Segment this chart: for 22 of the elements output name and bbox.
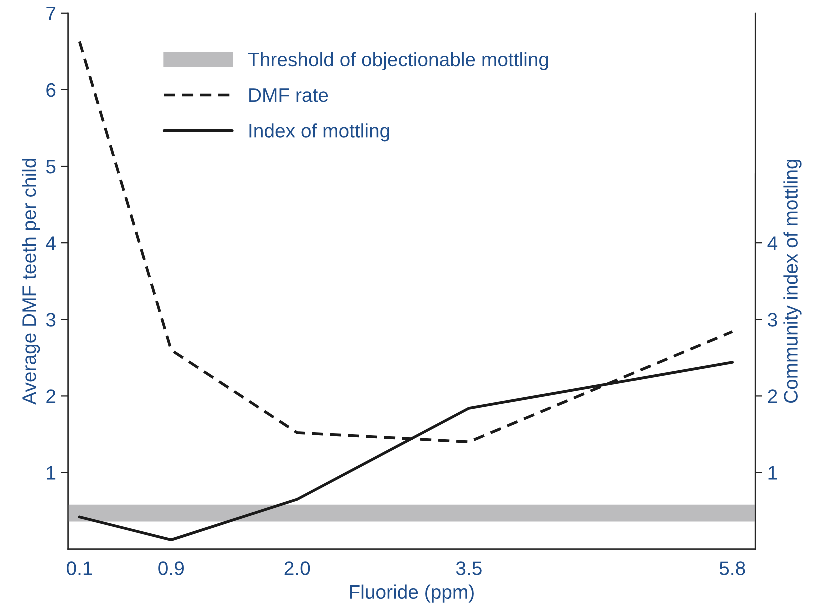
x-tick-label: 5.8 (720, 562, 746, 576)
y-tick-label: 6 (46, 83, 56, 98)
y-axis-title: Average DMF teeth per child (22, 159, 40, 405)
y2-tick-label: 1 (768, 466, 778, 480)
legend-label: DMF rate (250, 88, 328, 102)
x-tick-label: 0.1 (67, 562, 92, 576)
y2-axis-title: Community index of mottling (784, 160, 802, 404)
y-tick-label: 7 (46, 7, 56, 20)
x-axis-title: Fluoride (ppm) (350, 584, 474, 603)
y2-tick-label: 4 (768, 236, 778, 250)
x-tick-label: 0.9 (158, 562, 184, 576)
y2-tick-label: 2 (768, 390, 778, 404)
y-tick-label: 1 (47, 466, 56, 480)
y-tick-label: 3 (46, 313, 56, 327)
legend-label: Index of mottling (250, 124, 390, 142)
y-tick-label: 4 (46, 236, 56, 250)
y-tick-label: 2 (46, 390, 56, 404)
legend-label: Threshold of objectionable mottling (248, 52, 548, 70)
y2-tick-label: 3 (768, 313, 778, 327)
y-tick-label: 5 (46, 160, 56, 174)
x-tick-label: 2.0 (284, 562, 310, 576)
x-tick-label: 3.5 (456, 562, 482, 576)
